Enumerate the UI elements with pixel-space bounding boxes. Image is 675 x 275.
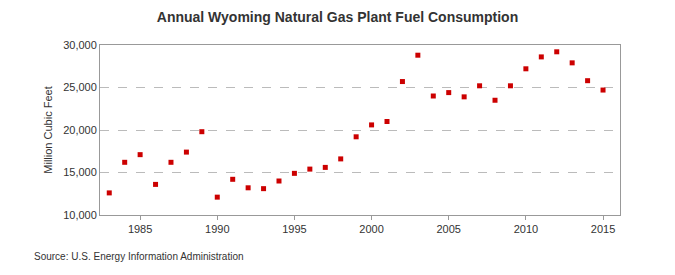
svg-text:30,000: 30,000: [63, 39, 97, 51]
svg-text:2015: 2015: [591, 223, 615, 235]
svg-text:1995: 1995: [282, 223, 306, 235]
svg-text:2000: 2000: [359, 223, 383, 235]
svg-text:Million Cubic Feet: Million Cubic Feet: [42, 86, 54, 173]
svg-text:10,000: 10,000: [63, 209, 97, 221]
svg-text:2005: 2005: [436, 223, 460, 235]
svg-text:25,000: 25,000: [63, 81, 97, 93]
svg-text:20,000: 20,000: [63, 124, 97, 136]
svg-text:1985: 1985: [128, 223, 152, 235]
svg-text:2010: 2010: [514, 223, 538, 235]
svg-text:Source: U.S. Energy Informatio: Source: U.S. Energy Information Administ…: [34, 251, 244, 262]
svg-text:1990: 1990: [205, 223, 229, 235]
svg-text:Annual Wyoming Natural Gas Pla: Annual Wyoming Natural Gas Plant Fuel Co…: [157, 9, 518, 25]
svg-text:15,000: 15,000: [63, 166, 97, 178]
